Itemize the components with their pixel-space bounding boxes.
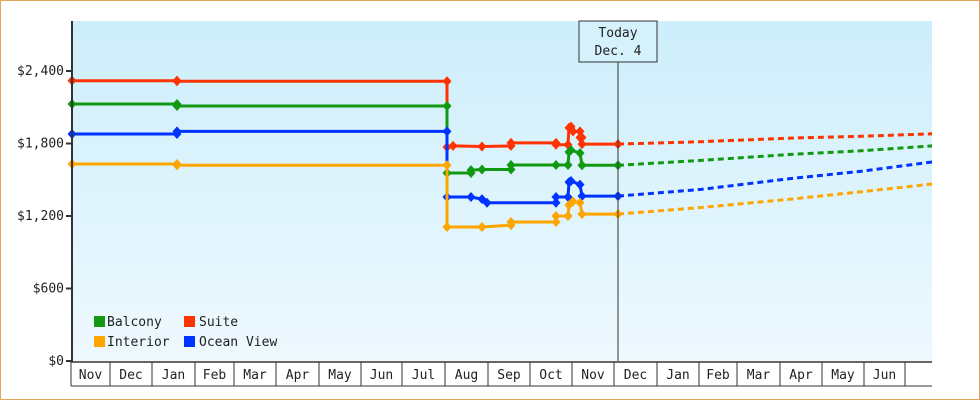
legend-swatch-suite bbox=[184, 316, 195, 327]
legend-label-balcony: Balcony bbox=[107, 315, 162, 330]
data-point-marker[interactable] bbox=[172, 76, 182, 87]
today-label-line1: Today bbox=[598, 26, 637, 41]
legend-label-ocean-view: Ocean View bbox=[199, 335, 277, 350]
data-point-marker[interactable] bbox=[477, 164, 487, 175]
today-marker: Today Dec. 4 bbox=[578, 20, 658, 361]
x-month-label: May bbox=[831, 368, 855, 383]
data-point-marker[interactable] bbox=[563, 211, 573, 221]
x-month-label: Aug bbox=[455, 368, 478, 383]
legend-swatch-balcony bbox=[94, 316, 105, 327]
x-axis-months: Nov Dec Jan Feb Mar Apr May Jun Jul Aug Sep Oct Nov D… bbox=[70, 361, 932, 387]
data-point-marker[interactable] bbox=[477, 221, 487, 232]
data-point-marker[interactable] bbox=[506, 160, 516, 171]
x-month-label: Apr bbox=[789, 368, 813, 383]
x-month-label: Nov bbox=[581, 368, 605, 383]
data-point-marker[interactable] bbox=[172, 101, 182, 112]
x-month-label: Sep bbox=[497, 368, 521, 383]
legend-label-suite: Suite bbox=[199, 315, 238, 330]
x-month-label: Dec bbox=[624, 368, 647, 383]
x-month-label: Mar bbox=[243, 368, 267, 383]
legend: Balcony Suite Interior Ocean View bbox=[94, 315, 277, 350]
y-axis-ticks: $0 $600 $1,200 $1,800 $2,400 bbox=[17, 64, 72, 369]
data-point-marker[interactable] bbox=[551, 217, 561, 228]
x-month-label: Oct bbox=[539, 368, 562, 383]
data-point-marker[interactable] bbox=[551, 197, 561, 208]
y-tick-label: $0 bbox=[48, 354, 64, 369]
x-month-label: Dec bbox=[119, 368, 142, 383]
data-point-marker[interactable] bbox=[442, 160, 452, 171]
x-month-label: Feb bbox=[203, 368, 227, 383]
data-point-marker[interactable] bbox=[577, 132, 587, 143]
x-month-label: Mar bbox=[747, 368, 771, 383]
data-point-marker[interactable] bbox=[566, 175, 576, 186]
series-line-ocean-view bbox=[72, 129, 618, 205]
legend-label-interior: Interior bbox=[107, 335, 170, 350]
x-month-label: Jan bbox=[162, 368, 185, 383]
data-point-marker[interactable] bbox=[442, 221, 452, 232]
x-month-label: Nov bbox=[79, 368, 103, 383]
x-month-label: Feb bbox=[706, 368, 730, 383]
data-point-marker[interactable] bbox=[575, 197, 585, 208]
data-point-marker[interactable] bbox=[506, 217, 516, 228]
y-tick-label: $2,400 bbox=[17, 64, 64, 79]
data-point-marker[interactable] bbox=[568, 196, 578, 207]
data-point-marker[interactable] bbox=[551, 211, 561, 221]
x-month-label: May bbox=[328, 368, 352, 383]
data-point-marker[interactable] bbox=[575, 179, 585, 190]
data-point-marker[interactable] bbox=[551, 139, 561, 150]
today-label-box bbox=[578, 20, 658, 63]
today-label-line2: Dec. 4 bbox=[595, 44, 642, 59]
data-point-marker[interactable] bbox=[466, 192, 476, 203]
forecast-line-balcony bbox=[617, 144, 933, 167]
data-point-marker[interactable] bbox=[172, 160, 182, 171]
plot-area bbox=[72, 21, 932, 361]
data-point-marker[interactable] bbox=[568, 126, 578, 137]
data-point-marker[interactable] bbox=[442, 101, 452, 112]
series-layer bbox=[67, 75, 933, 232]
legend-swatch-ocean-view bbox=[184, 336, 195, 347]
data-point-marker[interactable] bbox=[172, 126, 182, 137]
data-point-marker[interactable] bbox=[442, 126, 452, 137]
x-month-label: Apr bbox=[286, 368, 310, 383]
forecast-line-suite bbox=[617, 132, 933, 146]
legend-swatch-interior bbox=[94, 336, 105, 347]
data-point-marker[interactable] bbox=[577, 160, 587, 171]
data-point-marker[interactable] bbox=[566, 145, 576, 156]
data-point-marker[interactable] bbox=[551, 192, 561, 203]
data-point-marker[interactable] bbox=[466, 165, 476, 176]
forecast-line-ocean-view bbox=[617, 160, 933, 198]
data-point-marker[interactable] bbox=[575, 148, 585, 159]
data-point-marker[interactable] bbox=[482, 197, 492, 208]
data-point-marker[interactable] bbox=[506, 137, 516, 148]
data-point-marker[interactable] bbox=[577, 209, 587, 220]
y-tick-label: $1,800 bbox=[17, 137, 64, 152]
y-tick-label: $600 bbox=[33, 282, 64, 297]
data-point-marker[interactable] bbox=[448, 140, 458, 151]
data-point-marker[interactable] bbox=[477, 141, 487, 152]
x-month-label: Jan bbox=[666, 368, 689, 383]
y-tick-label: $1,200 bbox=[17, 209, 64, 224]
data-point-marker[interactable] bbox=[551, 160, 561, 171]
x-month-label: Jun bbox=[370, 368, 393, 383]
data-point-marker[interactable] bbox=[577, 139, 587, 150]
data-point-marker[interactable] bbox=[563, 160, 573, 171]
data-point-marker[interactable] bbox=[563, 192, 573, 203]
x-month-label: Jul bbox=[412, 368, 435, 383]
x-month-label: Jun bbox=[873, 368, 896, 383]
data-point-marker[interactable] bbox=[442, 76, 452, 87]
forecast-line-interior bbox=[617, 182, 933, 216]
